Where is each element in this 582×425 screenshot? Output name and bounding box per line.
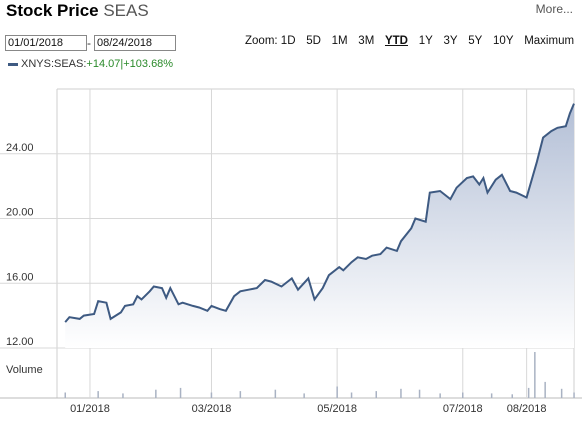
- volume-bars: [64, 352, 575, 398]
- zoom-1d-button[interactable]: 1D: [280, 35, 296, 47]
- x-tick-label: 01/2018: [70, 403, 110, 415]
- price-line: [64, 103, 575, 323]
- x-tick-label: 07/2018: [443, 403, 483, 415]
- zoom-label: Zoom:: [245, 35, 278, 47]
- title-text: Stock Price: [6, 1, 99, 20]
- y-tick-label: 20.00: [6, 207, 34, 219]
- volume-bar: [97, 391, 99, 398]
- volume-bar: [544, 381, 546, 398]
- date-separator: -: [87, 36, 91, 50]
- x-axis: 01/2018 03/2018 05/2018 07/2018 08/2018: [70, 403, 546, 415]
- legend-change: +14.07|+103.68%: [86, 58, 174, 70]
- volume-bar: [462, 392, 464, 398]
- zoom-ytd-button[interactable]: YTD: [384, 35, 408, 47]
- volume-bar: [511, 394, 513, 398]
- volume-bar: [239, 391, 242, 398]
- volume-bar: [560, 388, 563, 398]
- volume-bar: [350, 392, 353, 398]
- x-tick-label: 03/2018: [192, 403, 232, 415]
- volume-bar: [375, 391, 377, 398]
- symbol-text: SEAS: [103, 1, 149, 20]
- y-tick-label: 16.00: [6, 271, 34, 283]
- volume-bar: [400, 388, 402, 398]
- chart-title: Stock Price SEAS: [6, 1, 149, 21]
- volume-bar: [527, 387, 530, 398]
- volume-bar: [155, 389, 157, 398]
- volume-bar: [274, 389, 277, 398]
- zoom-1m-button[interactable]: 1M: [331, 35, 348, 47]
- legend-series-name: XNYS:SEAS:: [21, 58, 87, 70]
- end-date-input[interactable]: [94, 35, 176, 51]
- volume-bar: [122, 393, 124, 398]
- y-tick-label: 24.00: [6, 142, 34, 154]
- volume-bar: [336, 386, 338, 398]
- volume-bar: [179, 387, 182, 398]
- volume-bar: [303, 393, 305, 398]
- volume-bar: [64, 392, 66, 398]
- y-tick-label: 12.00: [6, 336, 34, 348]
- x-tick-label: 08/2018: [507, 403, 547, 415]
- zoom-bar: Zoom: 1D 5D 1M 3M YTD 1Y 3Y 5Y 10Y Maxim…: [245, 35, 582, 47]
- volume-bar: [490, 393, 493, 398]
- zoom-maximum-button[interactable]: Maximum: [524, 35, 575, 47]
- more-link[interactable]: More...: [535, 2, 573, 16]
- volume-bar: [439, 393, 441, 398]
- legend-swatch: [8, 62, 18, 66]
- x-tick-label: 05/2018: [317, 403, 357, 415]
- volume-bar: [573, 392, 575, 398]
- y-axis: 12.00 16.00 20.00 24.00: [6, 142, 34, 348]
- volume-bar: [418, 389, 421, 398]
- zoom-5y-button[interactable]: 5Y: [468, 35, 483, 47]
- start-date-input[interactable]: [5, 35, 87, 51]
- legend: XNYS:SEAS:+14.07|+103.68%: [8, 58, 173, 70]
- volume-bar: [534, 352, 536, 398]
- zoom-3y-button[interactable]: 3Y: [443, 35, 458, 47]
- zoom-10y-button[interactable]: 10Y: [493, 35, 514, 47]
- price-area: [65, 103, 574, 348]
- volume-bar: [210, 392, 213, 398]
- zoom-1y-button[interactable]: 1Y: [418, 35, 433, 47]
- volume-label: Volume: [6, 364, 43, 376]
- zoom-3m-button[interactable]: 3M: [358, 35, 375, 47]
- zoom-5d-button[interactable]: 5D: [306, 35, 321, 47]
